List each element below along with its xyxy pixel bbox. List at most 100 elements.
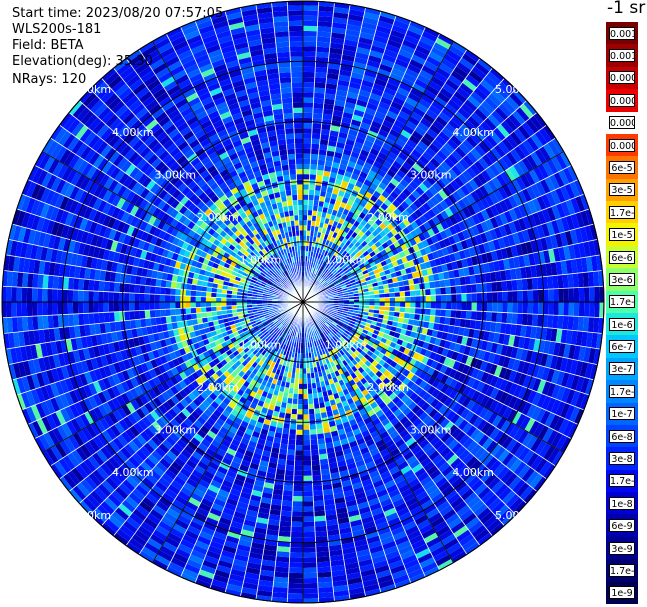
beta-cell (396, 53, 412, 64)
beta-cell (319, 402, 326, 409)
beta-cell (570, 258, 578, 274)
beta-cell (513, 206, 523, 220)
beta-cell (445, 309, 452, 318)
beta-cell (488, 331, 495, 343)
beta-cell (405, 388, 415, 398)
beta-cell (500, 171, 512, 185)
beta-cell (414, 377, 424, 387)
beta-cell (330, 330, 336, 337)
beta-cell (400, 328, 407, 336)
beta-cell (386, 39, 402, 49)
beta-cell (323, 275, 329, 281)
beta-cell (374, 439, 385, 448)
beta-cell (342, 353, 349, 360)
beta-cell (336, 423, 345, 431)
beta-cell (474, 482, 488, 496)
beta-cell (319, 338, 324, 345)
beta-cell (363, 112, 375, 121)
beta-cell (357, 442, 368, 451)
beta-cell (339, 318, 346, 323)
beta-cell (305, 352, 309, 359)
beta-cell (572, 273, 579, 288)
beta-cell (311, 382, 317, 389)
beta-cell (357, 553, 372, 563)
beta-cell (307, 393, 314, 400)
beta-cell (303, 542, 316, 548)
beta-cell (356, 259, 364, 266)
beta-cell (431, 344, 440, 354)
beta-cell (444, 469, 458, 481)
beta-cell (303, 112, 313, 119)
beta-cell (284, 474, 294, 481)
beta-cell (363, 308, 370, 313)
beta-cell (435, 381, 445, 392)
beta-cell (374, 516, 388, 526)
beta-cell (400, 296, 406, 302)
beta-cell (558, 169, 570, 186)
beta-cell (433, 96, 448, 108)
beta-cell (347, 14, 364, 22)
beta-cell (484, 96, 499, 111)
beta-cell (344, 494, 356, 503)
beta-cell (350, 317, 357, 323)
beta-cell (276, 551, 290, 558)
beta-cell (564, 230, 574, 246)
beta-cell (338, 74, 351, 82)
beta-cell (368, 169, 378, 178)
beta-cell (590, 255, 599, 272)
beta-cell (567, 315, 574, 331)
beta-cell (321, 255, 327, 261)
beta-cell (451, 150, 463, 162)
beta-cell (382, 475, 394, 485)
beta-cell (510, 323, 517, 336)
beta-cell (560, 201, 571, 217)
beta-cell (369, 92, 382, 102)
beta-cell (342, 148, 352, 157)
beta-cell (288, 567, 303, 574)
beta-cell (323, 499, 336, 506)
beta-cell (316, 322, 322, 328)
beta-cell (334, 326, 341, 331)
beta-cell (318, 327, 323, 334)
beta-cell (504, 117, 518, 132)
beta-cell (303, 158, 311, 165)
beta-cell (303, 531, 316, 538)
beta-cell (369, 447, 380, 457)
beta-cell (491, 500, 506, 515)
beta-cell (512, 290, 518, 302)
beta-cell (494, 483, 509, 498)
beta-cell (410, 302, 416, 308)
beta-cell (507, 357, 516, 370)
beta-cell (330, 276, 337, 281)
beta-cell (324, 400, 331, 408)
beta-cell (407, 193, 418, 203)
beta-cell (529, 473, 544, 489)
beta-cell (330, 404, 338, 411)
beta-cell (351, 481, 364, 490)
beta-cell (378, 194, 387, 203)
beta-cell (303, 209, 308, 216)
beta-cell (547, 140, 560, 157)
beta-cell (354, 241, 361, 248)
beta-cell (319, 195, 326, 202)
beta-cell (291, 408, 298, 415)
beta-cell (450, 179, 461, 191)
beta-cell (457, 127, 470, 140)
beta-cell (436, 178, 447, 190)
beta-cell (474, 320, 482, 331)
beta-cell (363, 69, 378, 79)
beta-cell (411, 445, 423, 456)
beta-cell (396, 322, 404, 329)
beta-cell (589, 223, 599, 241)
beta-cell (345, 165, 355, 174)
beta-cell (447, 74, 463, 87)
beta-cell (528, 253, 536, 266)
beta-cell (350, 346, 357, 353)
beta-cell (538, 145, 552, 162)
beta-cell (508, 113, 522, 129)
beta-cell (572, 316, 579, 331)
beta-cell (544, 176, 556, 192)
beta-cell (446, 245, 454, 255)
beta-cell (418, 362, 427, 372)
beta-cell (483, 330, 490, 342)
